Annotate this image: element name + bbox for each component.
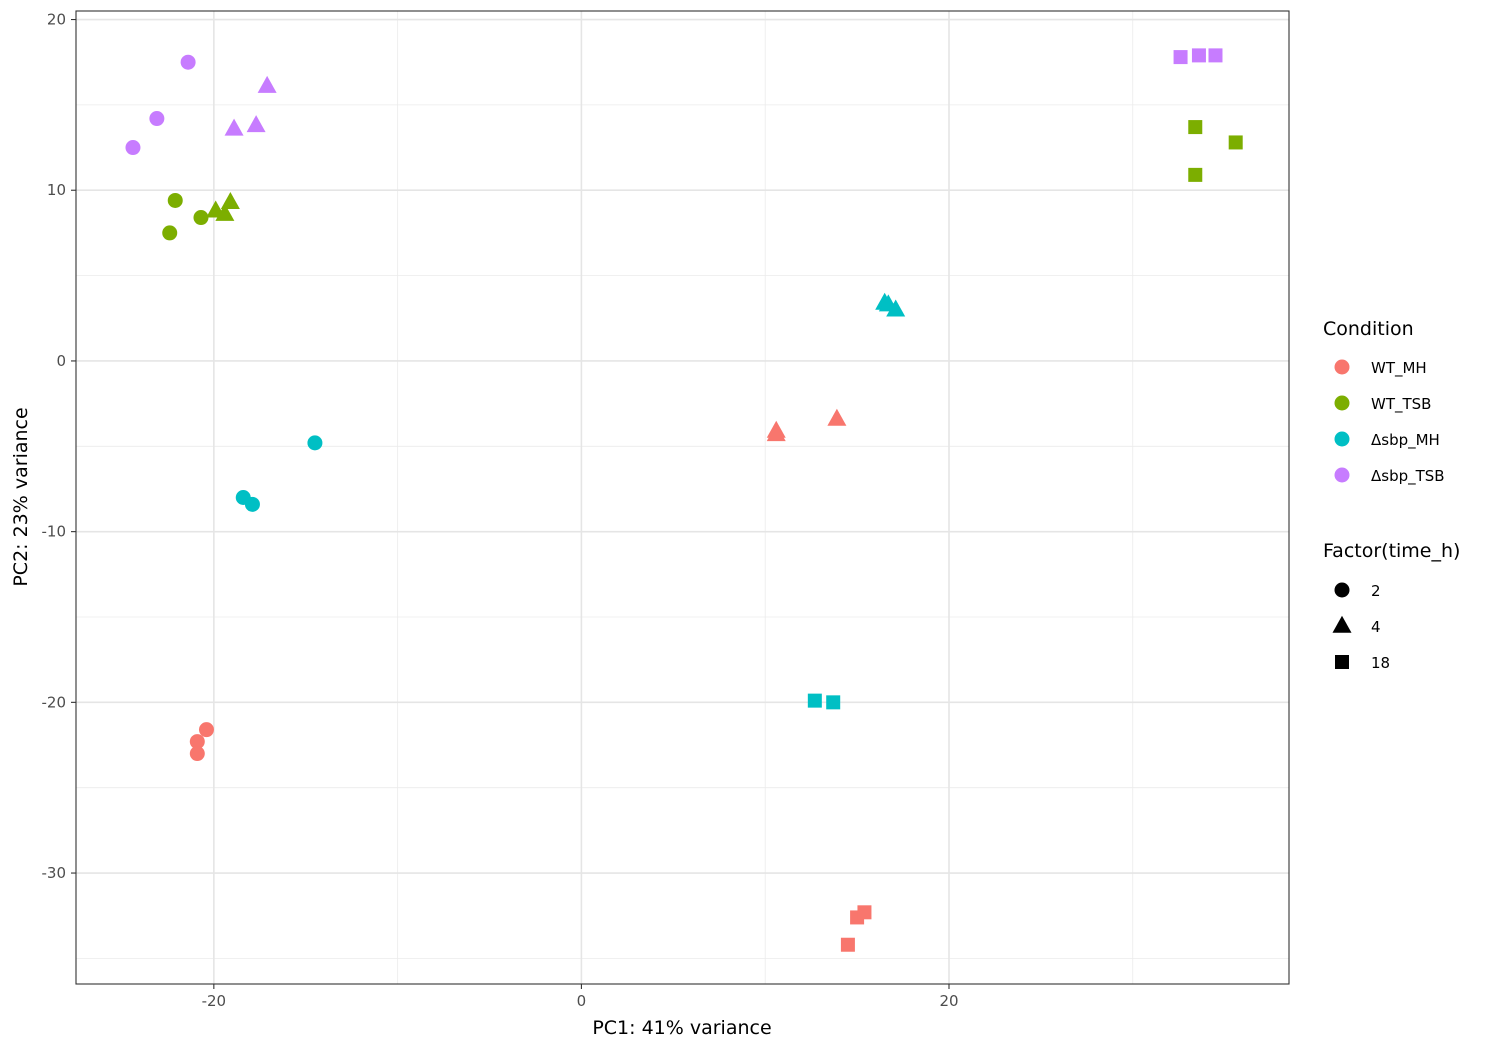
- points-layer: [125, 48, 1243, 952]
- legend-color-key: [1334, 431, 1350, 447]
- legend-shape-label: 2: [1371, 582, 1381, 600]
- data-point: [840, 937, 855, 952]
- shape-legend-title: Factor(time_h): [1323, 540, 1460, 562]
- data-point: [198, 722, 214, 738]
- data-point: [244, 496, 260, 512]
- legend-shape-label: 4: [1371, 618, 1381, 636]
- data-point: [189, 734, 205, 750]
- x-tick-label: 0: [577, 992, 587, 1010]
- data-point: [220, 191, 240, 209]
- y-axis-title: PC2: 23% variance: [10, 407, 32, 586]
- legend-color-label: WT_MH: [1371, 359, 1427, 378]
- data-point: [246, 115, 266, 133]
- y-tick-label: -30: [42, 864, 67, 882]
- data-point: [257, 75, 277, 93]
- legend-shape-label: 18: [1371, 654, 1390, 672]
- data-point: [307, 435, 323, 451]
- y-tick-label: 20: [47, 11, 66, 29]
- data-point: [149, 111, 165, 127]
- legend-shape-key: [1332, 615, 1352, 633]
- data-point: [1191, 48, 1206, 63]
- data-point: [1188, 120, 1203, 135]
- data-point: [826, 695, 841, 710]
- plot-border: [75, 10, 1290, 985]
- data-point: [766, 424, 786, 442]
- shape-legend-items: 2 4 18: [1332, 582, 1390, 672]
- data-point: [180, 54, 196, 70]
- legend-color-label: WT_TSB: [1371, 395, 1431, 414]
- x-axis-title: PC1: 41% variance: [592, 1017, 771, 1039]
- data-point: [162, 225, 178, 241]
- data-point: [167, 192, 183, 208]
- data-point: [189, 746, 205, 762]
- x-tick-label: 20: [939, 992, 958, 1010]
- data-point: [857, 905, 872, 920]
- data-point: [224, 118, 244, 136]
- data-point: [1188, 167, 1203, 182]
- data-point: [827, 408, 847, 426]
- data-point: [1208, 48, 1223, 63]
- legend-shape-key: [1334, 582, 1350, 598]
- legend-color-key: [1334, 395, 1350, 411]
- legend-color-label: Δsbp_TSB: [1371, 467, 1445, 486]
- legend-color-key: [1334, 467, 1350, 483]
- data-point: [886, 299, 906, 317]
- data-point: [807, 693, 822, 708]
- legend: Condition WT_MH WT_TSB Δsbp_MH Δsbp_TSB Fac…: [1323, 318, 1460, 672]
- data-point: [215, 203, 235, 221]
- x-tick-label: -20: [202, 992, 227, 1010]
- y-tick-label: 10: [47, 181, 66, 199]
- data-point: [125, 140, 141, 156]
- y-tick-label: -20: [42, 693, 67, 711]
- ticks-layer: -20 0 20 20 10 0 -10 -20 -30: [42, 11, 959, 1010]
- data-point: [193, 210, 209, 226]
- data-point: [1173, 50, 1188, 65]
- data-point: [1228, 135, 1243, 150]
- color-legend-items: WT_MH WT_TSB Δsbp_MH Δsbp_TSB: [1334, 359, 1445, 486]
- y-tick-label: 0: [56, 352, 66, 370]
- legend-color-key: [1334, 359, 1350, 375]
- legend-color-label: Δsbp_MH: [1371, 431, 1440, 450]
- y-tick-label: -10: [42, 523, 67, 541]
- color-legend-title: Condition: [1323, 318, 1414, 340]
- grid-layer: [76, 11, 1289, 984]
- legend-shape-key: [1335, 655, 1349, 669]
